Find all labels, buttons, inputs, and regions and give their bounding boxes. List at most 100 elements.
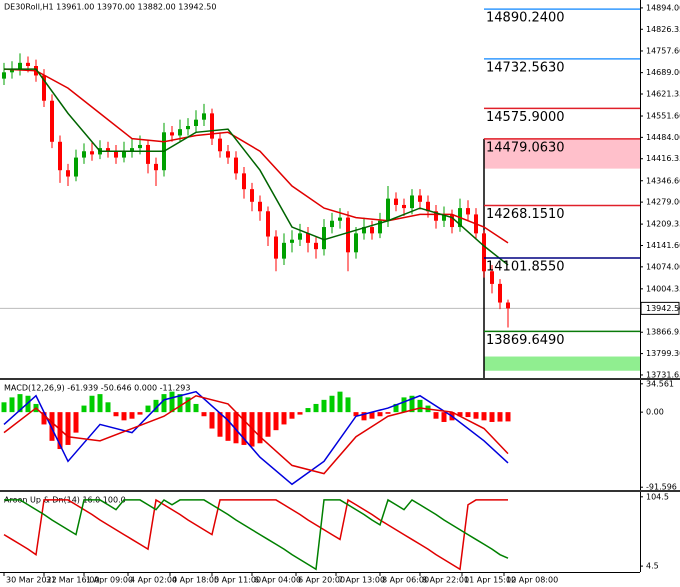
y-tick-label: 14416.35 bbox=[646, 154, 680, 163]
y-tick-label: 13866.95 bbox=[646, 328, 680, 337]
level-label: 14890.2400 bbox=[486, 11, 565, 26]
candle-body bbox=[90, 151, 94, 155]
macd-line bbox=[3, 390, 509, 486]
histogram-bar bbox=[505, 412, 511, 422]
histogram-bar bbox=[137, 412, 143, 415]
signal-line bbox=[3, 394, 509, 475]
candle-body bbox=[378, 220, 382, 234]
histogram-bar bbox=[353, 412, 359, 417]
histogram-bar bbox=[41, 412, 47, 425]
candle-body bbox=[122, 151, 126, 158]
level-label: 14575.9000 bbox=[486, 110, 565, 125]
candle-body bbox=[282, 242, 286, 259]
histogram-bar bbox=[345, 397, 351, 413]
histogram-bar bbox=[209, 412, 215, 429]
candle-body bbox=[506, 302, 510, 309]
x-tick-label: 1 Apr 09:00 bbox=[86, 576, 133, 585]
candle-body bbox=[314, 242, 318, 250]
candle-body bbox=[442, 214, 446, 221]
level-label: 14732.5630 bbox=[486, 60, 565, 75]
candle-body bbox=[170, 132, 174, 136]
candle-body bbox=[450, 214, 454, 228]
histogram-bar bbox=[185, 397, 191, 413]
candle-body bbox=[26, 62, 30, 66]
histogram-bar bbox=[81, 405, 87, 413]
histogram-bar bbox=[473, 412, 479, 419]
candle-body bbox=[418, 195, 422, 202]
candle-body bbox=[426, 201, 430, 212]
histogram-bar bbox=[273, 412, 279, 431]
x-tick-label: 6 Apr 04:00 bbox=[254, 576, 301, 585]
candle-body bbox=[258, 201, 262, 212]
moving-average bbox=[3, 68, 509, 244]
histogram-bar bbox=[297, 412, 303, 415]
candle-body bbox=[58, 141, 62, 171]
candle-body bbox=[274, 236, 278, 259]
histogram-bar bbox=[329, 395, 335, 413]
current-price-label: 13942.50 bbox=[646, 304, 680, 313]
histogram-bar bbox=[441, 412, 447, 422]
y-tick-label: 104.5 bbox=[646, 492, 669, 501]
candle-body bbox=[106, 148, 110, 152]
aroon-line bbox=[4, 498, 509, 571]
candle-body bbox=[218, 138, 222, 152]
histogram-bar bbox=[25, 395, 31, 413]
y-tick-label: 14004.35 bbox=[646, 284, 680, 293]
y-tick-label: 14141.60 bbox=[646, 241, 680, 250]
histogram-bar bbox=[369, 412, 375, 419]
y-tick-label: 13731.65 bbox=[646, 370, 680, 379]
candle-body bbox=[362, 227, 366, 234]
histogram-bar bbox=[97, 394, 103, 413]
candle-body bbox=[498, 283, 502, 303]
x-tick-label: 6 Apr 20:00 bbox=[298, 576, 345, 585]
x-tick-label: 31 Mar 16:00 bbox=[46, 576, 99, 585]
candle-body bbox=[66, 170, 70, 177]
histogram-bar bbox=[385, 412, 391, 414]
candle-body bbox=[466, 208, 470, 215]
candle-body bbox=[242, 173, 246, 190]
x-tick-label: 11 Apr 15:00 bbox=[464, 576, 516, 585]
candle-body bbox=[370, 227, 374, 234]
y-tick-label: 4.5 bbox=[646, 562, 659, 571]
candle-body bbox=[250, 189, 254, 202]
y-tick-label: 14894.00 bbox=[646, 3, 680, 12]
histogram-bar bbox=[201, 412, 207, 417]
zone bbox=[484, 356, 640, 371]
candle-body bbox=[434, 211, 438, 221]
y-tick-label: 14757.60 bbox=[646, 46, 680, 55]
level-label: 14479.0630 bbox=[486, 140, 565, 155]
candle-body bbox=[146, 144, 150, 164]
histogram-bar bbox=[489, 412, 495, 422]
x-tick-label: 4 Apr 02:00 bbox=[130, 576, 177, 585]
level-label: 14101.8550 bbox=[486, 260, 565, 275]
histogram-bar bbox=[161, 394, 167, 413]
candle-body bbox=[130, 148, 134, 152]
moving-average bbox=[4, 68, 509, 266]
y-tick-label: 13799.30 bbox=[646, 349, 680, 358]
candle-body bbox=[154, 163, 158, 171]
histogram-bar bbox=[121, 412, 127, 421]
y-tick-label: 14551.60 bbox=[646, 112, 680, 121]
histogram-bar bbox=[89, 395, 95, 413]
candle-body bbox=[42, 75, 46, 101]
zone bbox=[484, 138, 640, 169]
candle-body bbox=[266, 211, 270, 237]
histogram-bar bbox=[169, 391, 175, 413]
histogram-bar bbox=[9, 397, 15, 413]
histogram-bar bbox=[377, 412, 383, 417]
histogram-bar bbox=[233, 412, 239, 444]
y-tick-label: 14621.35 bbox=[646, 89, 680, 98]
histogram-bar bbox=[49, 412, 55, 441]
candle-body bbox=[82, 151, 86, 158]
y-tick-label: 14826.35 bbox=[646, 25, 680, 34]
histogram-bar bbox=[265, 412, 271, 437]
x-tick-label: 8 Apr 22:00 bbox=[422, 576, 469, 585]
histogram-bar bbox=[153, 399, 159, 413]
current-price-box bbox=[640, 301, 680, 315]
candle-body bbox=[410, 195, 414, 209]
level-label: 14268.1510 bbox=[486, 207, 565, 222]
histogram-bar bbox=[193, 403, 199, 413]
histogram-bar bbox=[433, 412, 439, 419]
candle-body bbox=[202, 113, 206, 120]
